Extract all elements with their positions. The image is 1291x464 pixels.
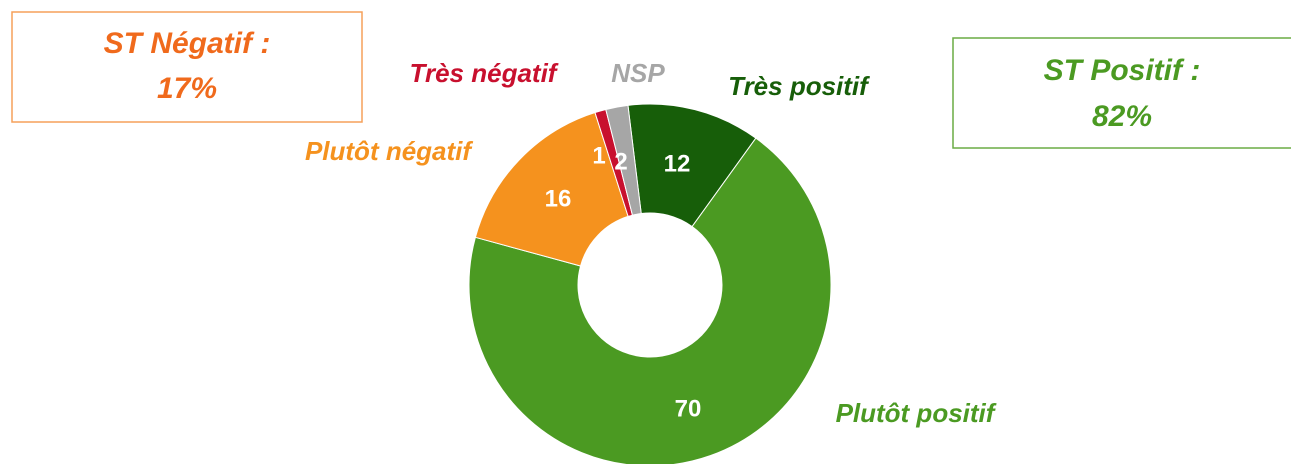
data-label: 70 (675, 395, 702, 422)
donut-segment (468, 137, 832, 464)
data-label: 1 (592, 142, 605, 169)
donut-segment (627, 103, 757, 228)
data-label: 16 (545, 185, 572, 212)
category-label: NSP (611, 58, 665, 88)
annotation-value: 17% (157, 72, 217, 105)
annotation-box (952, 37, 1291, 149)
data-label: 2 (614, 148, 627, 175)
category-label: Plutôt négatif (305, 136, 473, 166)
annotation-title: ST Positif : (1044, 54, 1201, 87)
category-label: Très négatif (410, 58, 559, 88)
annotation-title: ST Négatif : (104, 27, 271, 60)
data-label: 12 (664, 150, 691, 177)
annotation-box (11, 11, 363, 123)
category-label: Plutôt positif (836, 398, 997, 428)
donut-segment (474, 111, 629, 267)
annotation-value: 82% (1092, 100, 1152, 133)
donut-segment (605, 104, 642, 216)
category-label: Très positif (728, 71, 870, 101)
